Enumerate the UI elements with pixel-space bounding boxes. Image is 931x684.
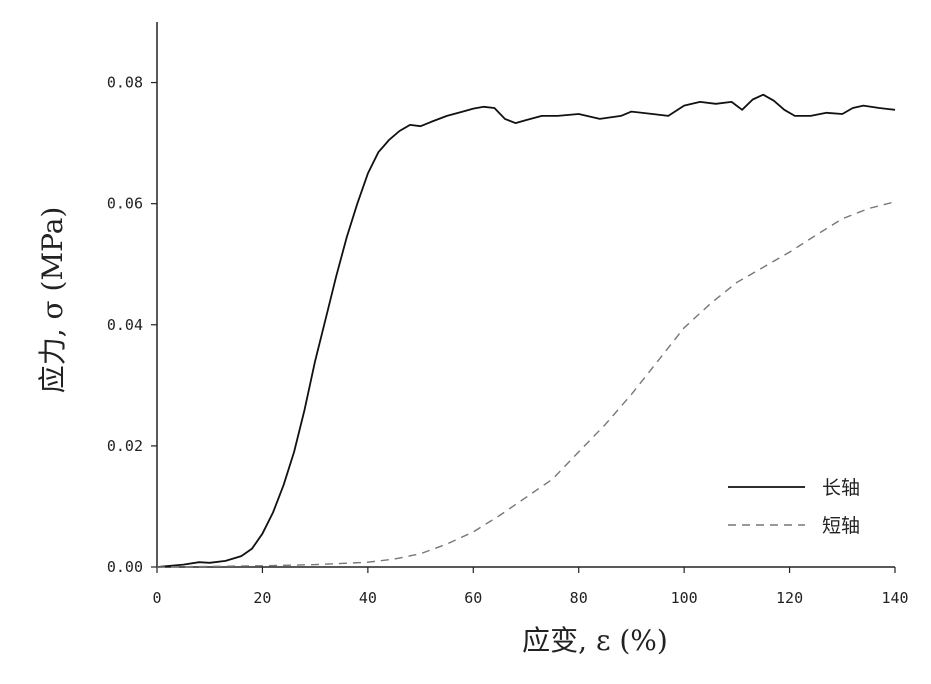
y-tick-label: 0.04 <box>107 316 143 334</box>
x-tick-label: 120 <box>776 589 803 607</box>
x-tick-label: 100 <box>671 589 698 607</box>
x-tick-label: 40 <box>359 589 377 607</box>
y-tick-label: 0.00 <box>107 558 143 576</box>
legend-label-long-axis: 长轴 <box>822 477 860 499</box>
legend: 长轴 短轴 <box>728 477 860 537</box>
y-tick-label: 0.06 <box>107 195 143 213</box>
series-short-axis-line <box>156 201 896 568</box>
y-axis-title: 应力, σ (MPa) <box>36 207 69 394</box>
x-axis-title: 应变, ε (%) <box>522 624 668 657</box>
x-ticks: 0 20 40 60 80 100 120 140 <box>152 567 909 607</box>
legend-label-short-axis: 短轴 <box>822 515 860 537</box>
x-tick-label: 60 <box>464 589 482 607</box>
y-ticks: 0.00 0.02 0.04 0.06 0.08 <box>107 74 157 576</box>
x-tick-label: 140 <box>881 589 908 607</box>
x-tick-label: 0 <box>152 589 161 607</box>
y-tick-label: 0.02 <box>107 437 143 455</box>
x-tick-label: 20 <box>253 589 271 607</box>
x-tick-label: 80 <box>570 589 588 607</box>
series-long-axis-line <box>156 93 896 568</box>
axes <box>156 22 895 568</box>
series-layer <box>156 93 896 568</box>
y-tick-label: 0.08 <box>107 74 143 92</box>
